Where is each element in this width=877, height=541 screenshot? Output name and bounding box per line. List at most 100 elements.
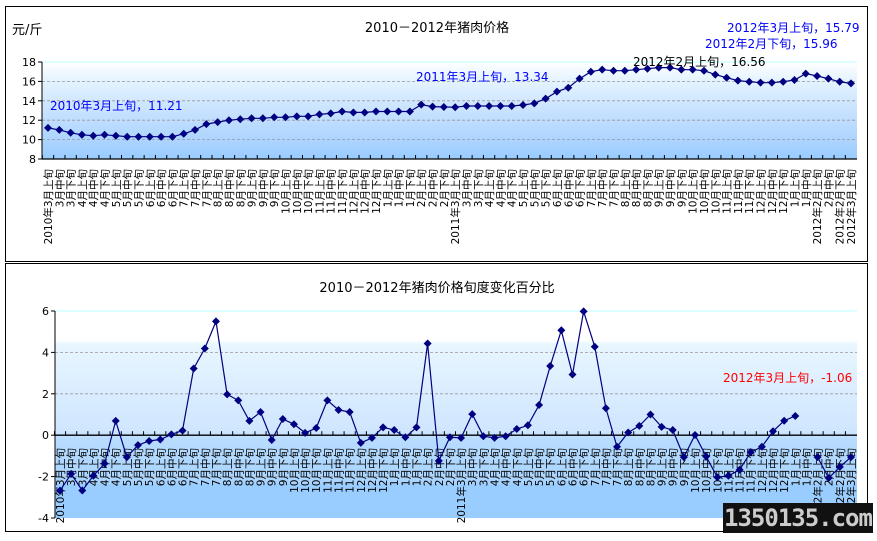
x-tick-label: 2010年3月上旬 bbox=[42, 169, 55, 244]
x-tick-label: 12月上旬 bbox=[756, 448, 769, 493]
x-tick-label: 2011年3月上旬 bbox=[449, 169, 462, 244]
y-tick-label: -2 bbox=[38, 471, 49, 484]
x-tick-label: 7月上旬 bbox=[178, 169, 191, 207]
x-tick-label: 8月中旬 bbox=[633, 448, 646, 486]
y-tick-label: -4 bbox=[38, 512, 49, 525]
x-tick-label: 4月下旬 bbox=[110, 448, 123, 486]
x-tick-label: 10月下旬 bbox=[302, 169, 315, 214]
x-tick-label: 1月中旬 bbox=[399, 448, 412, 486]
x-tick-label: 4月下旬 bbox=[511, 448, 524, 486]
y-axis-label: 元/斤 bbox=[12, 23, 42, 38]
data-annotation: 2011年3月上旬，13.34 bbox=[416, 70, 549, 84]
data-annotation: 2012年2月下旬，15.96 bbox=[705, 37, 838, 51]
x-tick-label: 7月上旬 bbox=[589, 448, 602, 486]
x-tick-label: 9月下旬 bbox=[675, 169, 688, 207]
x-tick-label: 3月下旬 bbox=[76, 448, 89, 486]
x-tick-label: 4月中旬 bbox=[99, 448, 112, 486]
x-tick-label: 8月下旬 bbox=[243, 448, 256, 486]
x-tick-label: 5月上旬 bbox=[517, 169, 530, 207]
y-tick-label: 16 bbox=[22, 75, 36, 88]
x-tick-label: 7月上旬 bbox=[585, 169, 598, 207]
data-annotation: 2010年3月上旬，11.21 bbox=[50, 99, 183, 113]
x-tick-label: 7月中旬 bbox=[600, 448, 613, 486]
x-tick-label: 8月中旬 bbox=[223, 169, 236, 207]
x-tick-label: 2月上旬 bbox=[422, 448, 435, 486]
x-tick-label: 7月中旬 bbox=[596, 169, 609, 207]
x-tick-label: 4月上旬 bbox=[76, 169, 89, 207]
x-tick-label: 8月下旬 bbox=[644, 448, 657, 486]
x-tick-label: 4月上旬 bbox=[483, 169, 496, 207]
x-tick-label: 10月中旬 bbox=[299, 448, 312, 493]
data-annotation: 2012年3月上旬，-1.06 bbox=[723, 371, 852, 385]
x-tick-label: 7月下旬 bbox=[200, 169, 213, 207]
x-tick-label: 5月上旬 bbox=[522, 448, 535, 486]
x-tick-label: 9月上旬 bbox=[653, 169, 666, 207]
x-tick-label: 7月下旬 bbox=[210, 448, 223, 486]
x-tick-label: 5月上旬 bbox=[110, 169, 123, 207]
x-tick-label: 6月中旬 bbox=[566, 448, 579, 486]
x-tick-label: 6月上旬 bbox=[144, 169, 157, 207]
x-tick-label: 11月中旬 bbox=[325, 169, 338, 214]
x-tick-label: 12月下旬 bbox=[778, 448, 791, 493]
x-tick-label: 9月下旬 bbox=[277, 448, 290, 486]
x-tick-label: 11月中旬 bbox=[732, 169, 745, 214]
x-tick-label: 3月中旬 bbox=[53, 169, 66, 207]
x-tick-label: 2月上旬 bbox=[415, 169, 428, 207]
x-tick-label: 2012年3月上旬 bbox=[845, 169, 858, 244]
x-tick-label: 8月上旬 bbox=[622, 448, 635, 486]
x-tick-label: 2月下旬 bbox=[438, 169, 451, 207]
x-tick-label: 12月上旬 bbox=[355, 448, 368, 493]
x-tick-label: 12月中旬 bbox=[366, 448, 379, 493]
x-tick-label: 6月上旬 bbox=[555, 448, 568, 486]
x-tick-label: 10月下旬 bbox=[310, 448, 323, 493]
y-tick-label: 8 bbox=[29, 153, 36, 166]
x-tick-label: 10月上旬 bbox=[280, 169, 293, 214]
x-tick-label: 12月上旬 bbox=[347, 169, 360, 214]
x-tick-label: 4月下旬 bbox=[99, 169, 112, 207]
x-tick-label: 8月上旬 bbox=[212, 169, 225, 207]
x-tick-label: 6月下旬 bbox=[166, 169, 179, 207]
x-tick-label: 12月下旬 bbox=[370, 169, 383, 214]
x-tick-label: 9月中旬 bbox=[266, 448, 279, 486]
x-tick-label: 11月上旬 bbox=[722, 448, 735, 493]
x-tick-label: 10月上旬 bbox=[288, 448, 301, 493]
x-tick-label: 12月上旬 bbox=[755, 169, 768, 214]
chart-title: 2010－2012年猪肉价格 bbox=[365, 20, 509, 36]
x-tick-label: 1月上旬 bbox=[788, 169, 801, 207]
x-tick-label: 3月中旬 bbox=[466, 448, 479, 486]
y-tick-label: 2 bbox=[42, 388, 49, 401]
x-tick-label: 11月下旬 bbox=[743, 169, 756, 214]
x-tick-label: 8月上旬 bbox=[221, 448, 234, 486]
x-tick-label: 6月下旬 bbox=[578, 448, 591, 486]
x-tick-label: 12月下旬 bbox=[377, 448, 390, 493]
x-tick-label: 8月上旬 bbox=[619, 169, 632, 207]
x-tick-label: 8月下旬 bbox=[234, 169, 247, 207]
x-tick-label: 4月下旬 bbox=[506, 169, 519, 207]
x-tick-label: 4月中旬 bbox=[87, 169, 100, 207]
x-tick-label: 5月下旬 bbox=[540, 169, 553, 207]
x-tick-label: 6月下旬 bbox=[574, 169, 587, 207]
x-tick-label: 4月上旬 bbox=[488, 448, 501, 486]
x-tick-label: 5月下旬 bbox=[544, 448, 557, 486]
x-tick-label: 4月中旬 bbox=[494, 169, 507, 207]
data-annotation: 2012年2月上旬，16.56 bbox=[633, 55, 766, 69]
x-tick-label: 5月下旬 bbox=[143, 448, 156, 486]
x-tick-label: 7月中旬 bbox=[199, 448, 212, 486]
x-tick-label: 8月中旬 bbox=[232, 448, 245, 486]
x-tick-label: 1月中旬 bbox=[800, 448, 813, 486]
x-tick-label: 1月上旬 bbox=[388, 448, 401, 486]
x-tick-label: 11月上旬 bbox=[313, 169, 326, 214]
y-tick-label: 6 bbox=[42, 305, 49, 318]
x-tick-label: 2010年3月上旬 bbox=[54, 448, 67, 523]
x-tick-label: 5月中旬 bbox=[533, 448, 546, 486]
x-tick-label: 9月上旬 bbox=[656, 448, 669, 486]
y-tick-label: 4 bbox=[42, 346, 49, 359]
data-annotation: 2012年3月上旬，15.79 bbox=[727, 21, 860, 35]
x-tick-label: 6月上旬 bbox=[154, 448, 167, 486]
y-tick-label: 18 bbox=[22, 56, 36, 69]
x-tick-label: 2月中旬 bbox=[822, 169, 835, 207]
x-tick-label: 11月中旬 bbox=[333, 448, 346, 493]
x-tick-label: 3月下旬 bbox=[65, 169, 78, 207]
